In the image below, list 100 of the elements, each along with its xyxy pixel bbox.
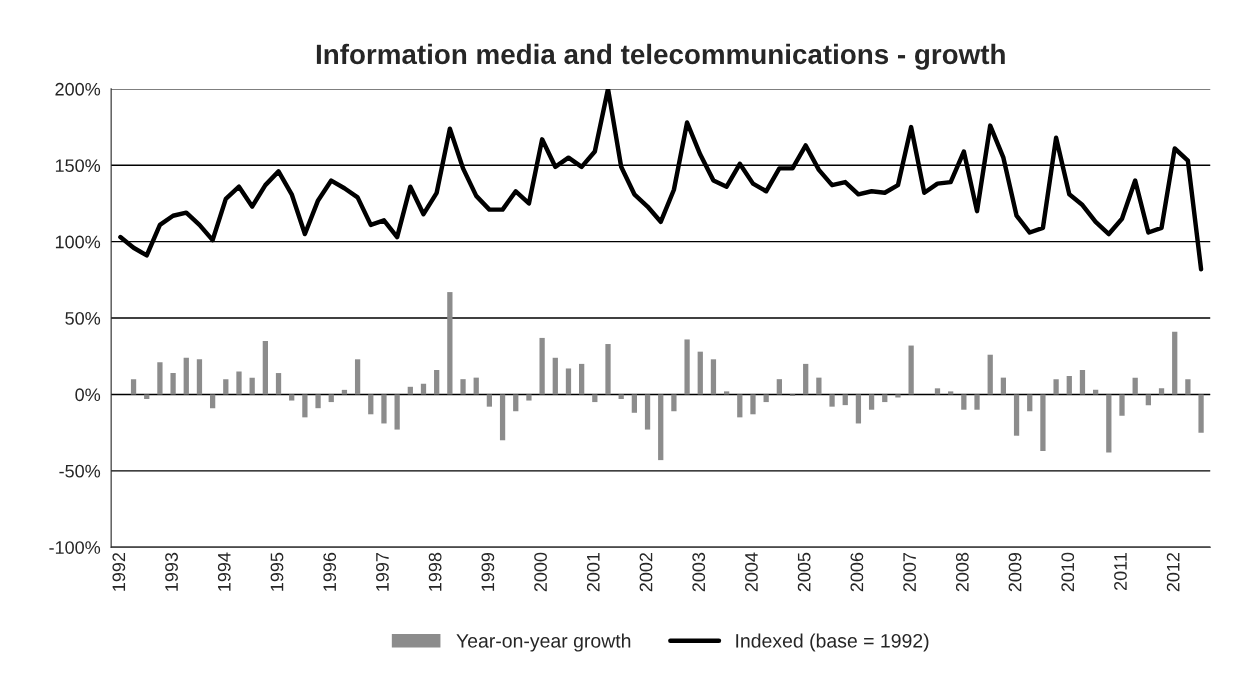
bar [895, 394, 901, 398]
bar [974, 394, 980, 410]
bar [934, 388, 941, 395]
x-tick-label: 2006 [850, 552, 864, 592]
bar [1053, 379, 1059, 395]
bar [289, 394, 295, 401]
bar [1185, 379, 1191, 395]
x-tick-label: 2005 [797, 552, 811, 592]
y-tick-label: 200% [55, 82, 101, 96]
bar [223, 379, 229, 395]
x-tick-label: 1994 [217, 552, 231, 591]
bar [737, 394, 743, 418]
legend-label: Year-on-year growth [456, 633, 631, 652]
x-tick-label: 2003 [692, 552, 706, 592]
bar [552, 357, 558, 395]
bar [579, 363, 585, 395]
bar [1172, 331, 1178, 395]
bar [1158, 388, 1165, 395]
bar [1132, 377, 1138, 395]
bar [499, 394, 506, 441]
bar [1106, 394, 1112, 453]
bar [473, 377, 479, 395]
y-tick-label: -50% [59, 464, 101, 478]
bar [513, 394, 519, 412]
bar [1066, 376, 1072, 395]
bar [394, 394, 400, 430]
bar [605, 344, 611, 395]
x-tick-label: 1998 [428, 552, 442, 591]
bar [882, 394, 888, 403]
bar [236, 371, 242, 395]
bar [684, 339, 690, 395]
bar [183, 357, 189, 395]
bar [209, 394, 216, 409]
bar [170, 373, 176, 395]
bar [592, 394, 598, 403]
bar [1145, 394, 1151, 406]
bar [302, 394, 308, 418]
bar [262, 340, 268, 395]
bar [855, 394, 862, 424]
x-tick-label: 1995 [270, 552, 284, 591]
bar [868, 394, 875, 410]
x-tick-label: 2001 [586, 552, 600, 592]
x-tick-label: 1993 [165, 552, 178, 591]
bar [1079, 370, 1086, 395]
bar [1013, 394, 1020, 436]
bar [948, 391, 954, 395]
bar [157, 362, 163, 395]
bar [486, 394, 493, 407]
bar [816, 377, 822, 395]
bar [644, 394, 651, 430]
legend-label: Indexed (base = 1992) [736, 633, 929, 652]
bar [671, 394, 677, 412]
bar [144, 394, 150, 400]
bar [460, 379, 466, 395]
bar [526, 394, 532, 401]
bar [368, 394, 374, 415]
bar [354, 359, 361, 395]
x-tick-label: 2004 [745, 552, 758, 592]
x-tick-label: 2010 [1061, 552, 1075, 592]
x-tick-label: 1992 [112, 552, 126, 591]
bar [1198, 394, 1204, 433]
bar [447, 292, 453, 395]
bar [328, 394, 334, 403]
bar [763, 394, 769, 403]
x-tick-label: 2009 [1008, 552, 1022, 592]
bar [658, 394, 664, 461]
bar [434, 370, 440, 395]
bar [249, 377, 255, 395]
bar [565, 368, 572, 395]
bar [631, 394, 637, 413]
bar [315, 394, 321, 409]
bar [842, 394, 848, 406]
bar [987, 354, 993, 395]
bar [196, 359, 203, 395]
x-tick-label: 2012 [1166, 552, 1180, 592]
bar [275, 373, 282, 395]
bar [803, 363, 809, 395]
bar [1000, 377, 1007, 395]
bar [776, 379, 782, 395]
bar [539, 337, 545, 395]
y-tick-label: -100% [49, 541, 101, 554]
bar [130, 379, 137, 395]
y-tick-label: 0% [75, 388, 101, 402]
bar [961, 394, 967, 410]
x-tick-label: 2002 [639, 552, 653, 592]
bar [908, 345, 914, 395]
bar [1119, 394, 1125, 416]
bar [750, 394, 756, 415]
y-tick-label: 50% [65, 311, 101, 325]
x-tick-label: 1997 [376, 552, 389, 591]
x-tick-label: 2011 [1114, 552, 1127, 590]
x-tick-label: 2007 [903, 552, 916, 592]
bar [381, 394, 387, 424]
bar [1040, 394, 1046, 451]
x-tick-label: 1999 [481, 552, 495, 591]
bar [710, 359, 717, 395]
bar [829, 394, 835, 407]
y-tick-label: 100% [55, 235, 101, 249]
chart-title: Information media and telecommunications - growth [316, 43, 1005, 70]
x-tick-label: 2000 [534, 552, 547, 592]
